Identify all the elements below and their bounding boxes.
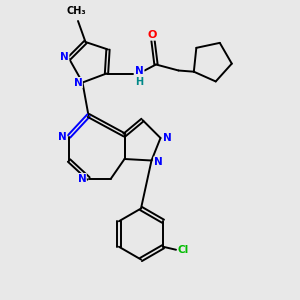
Text: CH₃: CH₃ <box>67 7 86 16</box>
Text: N: N <box>60 52 69 62</box>
Text: O: O <box>148 30 157 40</box>
Text: N: N <box>74 77 82 88</box>
Text: N: N <box>163 133 172 143</box>
Text: N: N <box>77 173 86 184</box>
Text: N: N <box>154 157 163 167</box>
Text: N: N <box>135 66 144 76</box>
Text: N: N <box>58 131 67 142</box>
Text: Cl: Cl <box>178 245 189 255</box>
Text: H: H <box>135 77 144 87</box>
